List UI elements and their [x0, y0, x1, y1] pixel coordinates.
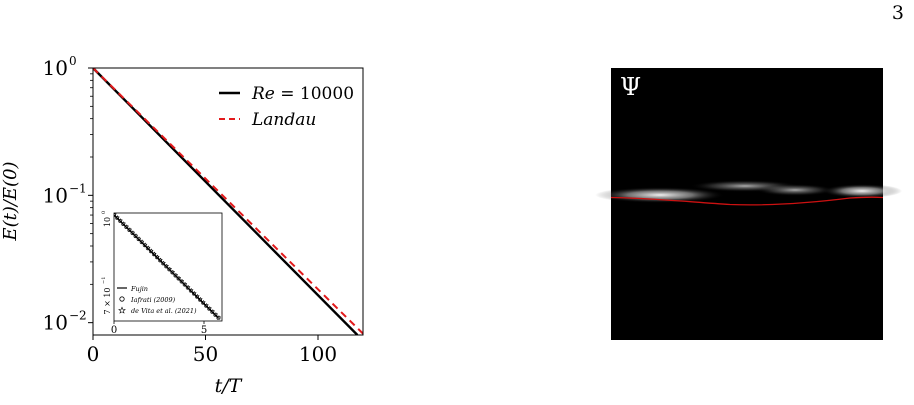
legend-label-re10000: Re = 10000	[251, 84, 354, 104]
inset-marker-star	[176, 275, 182, 281]
inset-chart: 0 5 10 0 7 × 10 −1 Fujin Iafrati (2009) de Vi…	[101, 211, 223, 336]
legend: Re = 10000 Landau	[219, 84, 354, 130]
inset-marker-star	[115, 214, 121, 220]
inset-marker-star	[148, 248, 154, 253]
inset-marker-star	[127, 227, 133, 232]
field-background	[611, 68, 883, 340]
inset-legend-label-iafrati: Iafrati (2009)	[130, 296, 176, 304]
stream-function-panel: Ψ	[595, 68, 902, 340]
inset-marker-star	[188, 287, 194, 293]
inset-marker-star	[197, 296, 204, 302]
inset-marker-star	[191, 290, 197, 296]
inset-marker-star	[204, 302, 210, 308]
legend-label-landau: Landau	[251, 110, 316, 130]
inset-marker-star	[201, 299, 207, 305]
inset-legend-label-devita: de Vita et al. (2021)	[131, 307, 197, 315]
inset-marker-star	[167, 266, 173, 272]
inset-marker-star	[151, 251, 157, 257]
interface-line	[610, 196, 884, 206]
inset-marker-star	[114, 213, 118, 217]
inset-marker-star	[133, 233, 139, 238]
inset-y-tick-exponent: 0	[101, 211, 107, 214]
inset-marker-star	[124, 223, 130, 229]
x-tick-label: 50	[193, 342, 218, 366]
inset-marker-star	[185, 284, 191, 290]
inset-legend-marker-iafrati	[119, 296, 125, 302]
inset-marker-star	[130, 230, 136, 235]
inset-marker-star	[161, 260, 167, 266]
inset-marker-star	[213, 311, 219, 317]
x-tick-label: 0	[87, 342, 100, 366]
inset-marker-star	[194, 293, 200, 299]
inset-marker-star	[173, 272, 179, 278]
inset-marker-star	[121, 220, 127, 226]
inset-legend: Fujin Iafrati (2009) de Vita et al. (202…	[117, 285, 197, 315]
inset-marker-star	[216, 314, 222, 320]
inset-marker-star	[182, 281, 188, 287]
inset-marker-star	[170, 269, 176, 275]
inset-marker-star	[139, 239, 145, 244]
y-tick-label: 10	[43, 183, 68, 207]
inset-y-tick-exponent: −1	[101, 277, 107, 284]
page-number: 3	[891, 2, 904, 24]
inset-marker-star	[142, 242, 148, 247]
inset-y-tick-label: 7 × 10	[103, 287, 112, 314]
inset-legend-label-fujin: Fujin	[130, 285, 148, 293]
y-tick-label: 10	[43, 56, 68, 80]
field-label-psi: Ψ	[620, 73, 641, 101]
y-tick-exponent: 0	[69, 54, 77, 68]
inset-marker-star	[118, 217, 124, 223]
inset-legend-marker-devita	[118, 306, 126, 314]
y-tick-exponent: −2	[69, 309, 87, 323]
inset-marker-star	[210, 308, 216, 314]
inset-marker-star	[179, 278, 185, 284]
series-line-landau	[93, 68, 363, 335]
x-axis-label: t/T	[215, 375, 243, 397]
x-tick-label: 100	[299, 342, 337, 366]
inset-marker-star	[154, 254, 161, 260]
inset-marker-star	[136, 236, 142, 241]
y-tick-exponent: −1	[69, 181, 87, 195]
inset-marker-star	[158, 257, 164, 263]
field-glow	[595, 180, 902, 203]
y-tick-label: 10	[43, 311, 68, 335]
inset-marker-star	[207, 305, 213, 311]
inset-y-tick-label: 10	[103, 217, 112, 227]
inset-marker-star	[164, 263, 170, 269]
inset-x-tick-label: 5	[201, 325, 207, 336]
y-axis-label: E(t)/E(0)	[0, 161, 21, 241]
inset-marker-star	[145, 245, 151, 250]
inset-x-tick-label: 0	[111, 325, 117, 336]
